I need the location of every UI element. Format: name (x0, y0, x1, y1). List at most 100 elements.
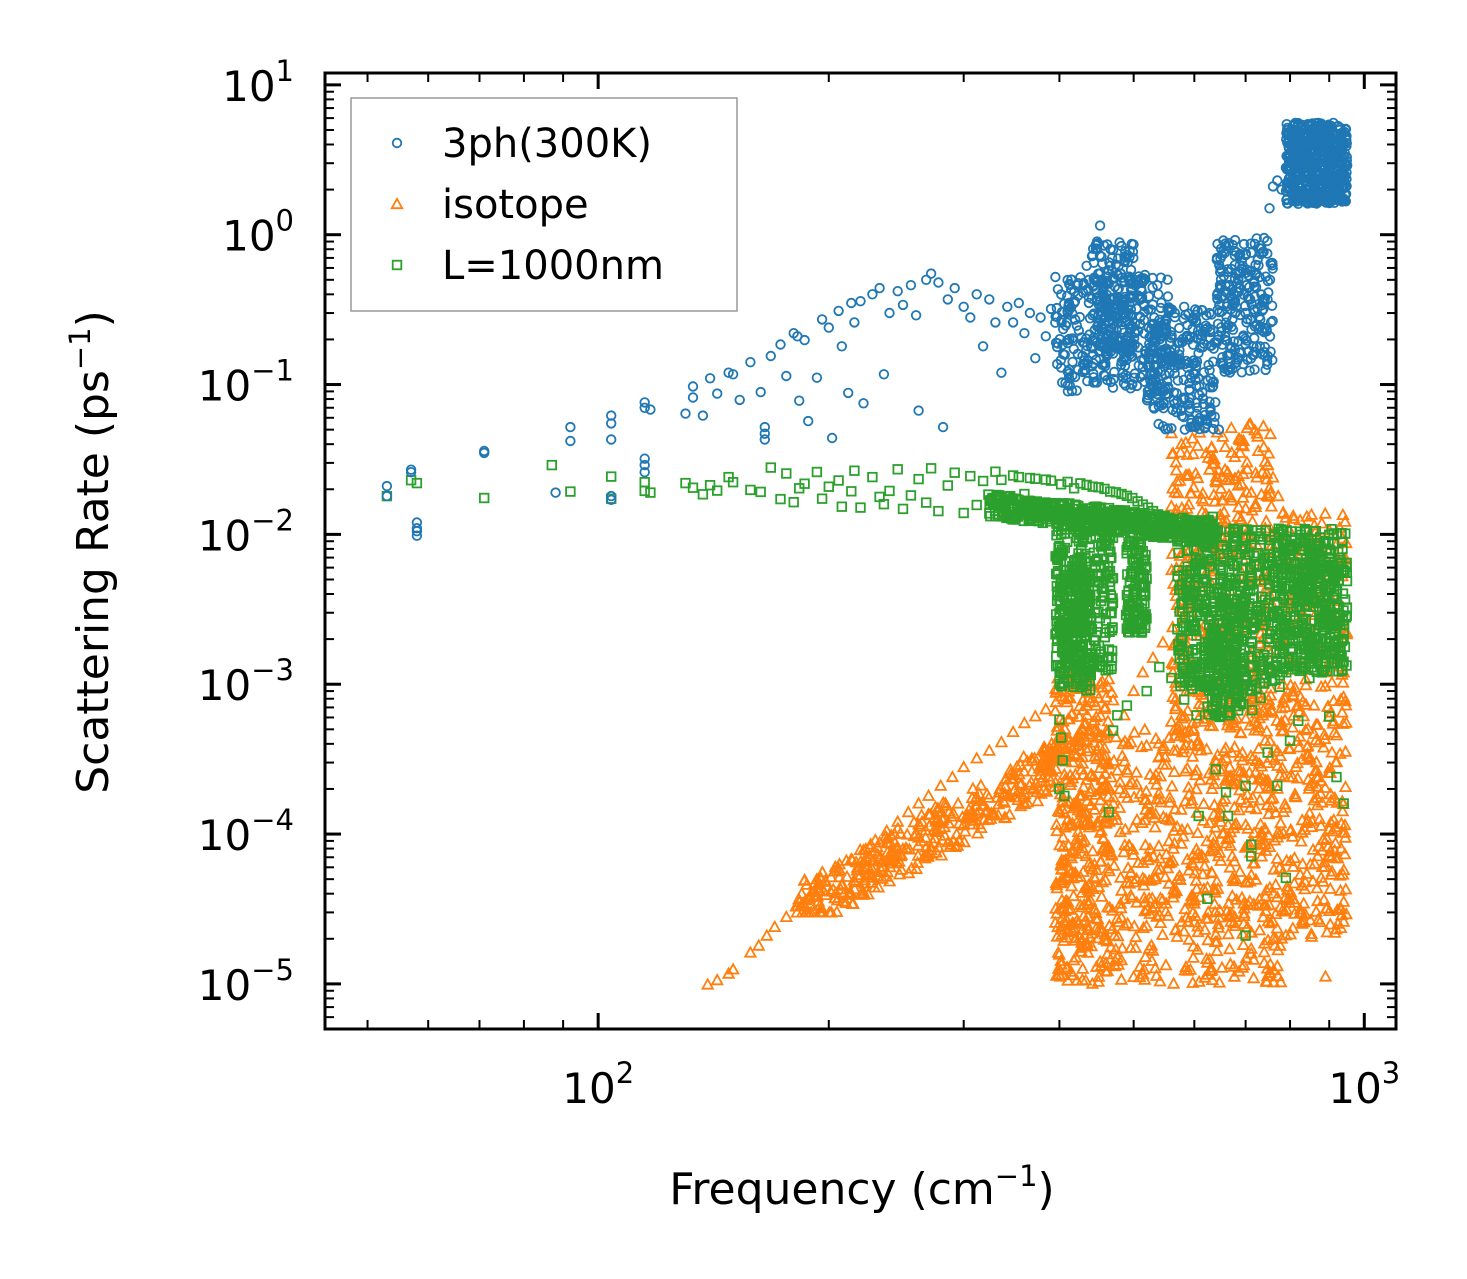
point-1 (1212, 975, 1227, 988)
point-1 (946, 833, 960, 846)
point-1 (1054, 957, 1069, 970)
point-1 (1270, 713, 1284, 726)
point-1 (1225, 888, 1240, 901)
point-1 (1060, 960, 1074, 973)
point-1 (1175, 711, 1189, 724)
point-1 (1028, 709, 1043, 722)
point-1 (1307, 698, 1321, 711)
point-1 (1196, 486, 1210, 499)
point-1 (819, 887, 833, 900)
point-1 (994, 735, 1009, 748)
point-1 (726, 962, 740, 975)
point-1 (1186, 905, 1200, 918)
point-1 (1294, 905, 1309, 918)
point-1 (1039, 784, 1054, 797)
point-1 (1271, 489, 1285, 502)
point-1 (1153, 891, 1168, 904)
point-1 (1273, 816, 1288, 829)
point-1 (1304, 929, 1319, 942)
point-2 (1068, 607, 1079, 619)
point-1 (1126, 820, 1141, 833)
point-1 (1136, 967, 1150, 980)
point-1 (943, 839, 957, 852)
point-1 (1316, 832, 1330, 845)
point-1 (849, 855, 863, 868)
point-1 (1239, 795, 1253, 808)
point-1 (1323, 787, 1338, 800)
point-1 (1214, 481, 1228, 494)
point-1 (1179, 738, 1193, 751)
point-1 (1219, 751, 1233, 764)
point-1 (1080, 794, 1094, 807)
point-1 (991, 797, 1006, 810)
point-1 (969, 751, 984, 764)
point-1 (1117, 845, 1131, 858)
point-1 (1266, 470, 1280, 483)
point-2 (989, 505, 1001, 517)
point-1 (1161, 908, 1175, 921)
point-1 (1153, 769, 1168, 782)
point-1 (1287, 850, 1302, 864)
point-1 (908, 827, 923, 840)
point-1 (1050, 739, 1064, 752)
point-1 (899, 840, 913, 853)
point-1 (1325, 824, 1340, 837)
point-1 (1286, 859, 1300, 872)
point-1 (1091, 931, 1105, 944)
point-1 (1240, 421, 1254, 434)
point-1 (942, 804, 957, 817)
point-1 (1113, 782, 1127, 795)
point-1 (969, 806, 984, 819)
point-1 (1197, 714, 1212, 727)
point-1 (807, 883, 822, 896)
point-1 (1295, 856, 1310, 869)
point-2 (1095, 595, 1107, 607)
point-1 (1082, 723, 1097, 736)
point-1 (1246, 856, 1260, 869)
point-2 (1106, 645, 1118, 657)
point-1 (1069, 832, 1084, 845)
point-1 (1106, 790, 1121, 803)
point-1 (1094, 889, 1109, 902)
point-1 (1186, 446, 1200, 460)
point-1 (1205, 840, 1220, 853)
point-1 (1059, 754, 1073, 767)
point-1 (1287, 876, 1302, 889)
point-1 (1228, 918, 1243, 931)
point-1 (911, 796, 926, 809)
point-1 (1110, 812, 1124, 825)
point-1 (1244, 748, 1258, 761)
point-1 (1113, 775, 1127, 788)
point-1 (1055, 918, 1069, 931)
point-2 (1103, 546, 1114, 557)
point-1 (818, 874, 833, 887)
point-1 (1064, 707, 1079, 720)
point-1 (1236, 439, 1251, 452)
point-1 (1085, 844, 1100, 857)
point-1 (1137, 962, 1151, 975)
point-1 (1094, 783, 1108, 796)
point-1 (767, 919, 782, 932)
point-1 (980, 787, 994, 800)
point-1 (1180, 822, 1195, 835)
point-1 (927, 831, 942, 844)
point-1 (1267, 862, 1281, 875)
point-1 (1207, 776, 1221, 789)
point-1 (1100, 934, 1114, 947)
point-1 (966, 781, 980, 794)
point-1 (1058, 820, 1073, 833)
point-1 (890, 856, 905, 869)
point-1 (1113, 824, 1128, 838)
point-1 (1234, 512, 1248, 525)
point-1 (918, 830, 933, 843)
point-1 (1225, 849, 1240, 862)
point-1 (1227, 800, 1242, 813)
point-1 (1208, 905, 1222, 918)
point-1 (1302, 778, 1317, 791)
point-1 (1168, 702, 1183, 715)
point-1 (1182, 932, 1196, 945)
point-2 (1071, 562, 1082, 574)
point-1 (1168, 801, 1182, 815)
point-1 (1169, 883, 1184, 897)
point-1 (1218, 741, 1233, 754)
